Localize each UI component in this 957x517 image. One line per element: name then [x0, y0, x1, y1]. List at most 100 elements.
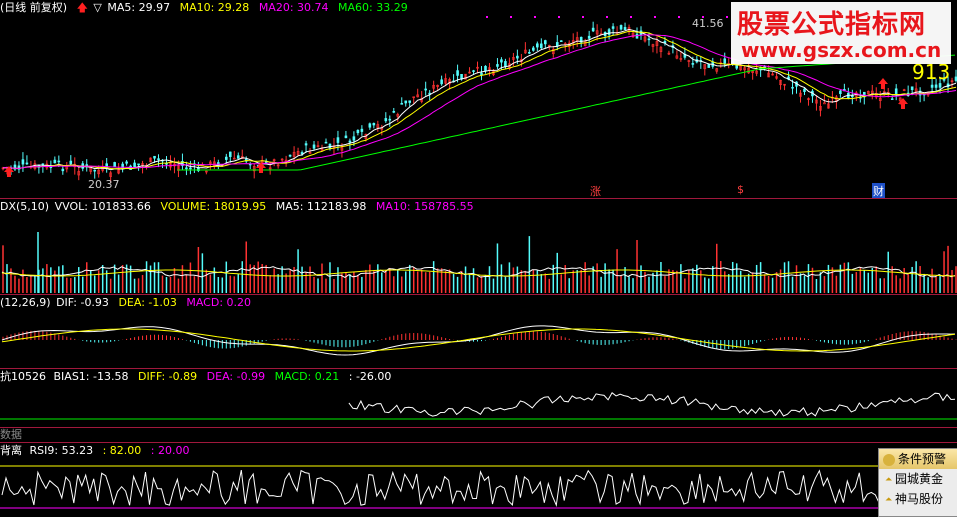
alert-item[interactable]: ⏶ 神马股份	[879, 489, 957, 509]
candle-body	[480, 72, 483, 76]
candle-body	[348, 140, 352, 143]
candle-body	[591, 27, 595, 32]
pane-separator[interactable]	[0, 294, 957, 295]
bias-line	[348, 392, 956, 417]
candle-body	[436, 84, 439, 87]
candle-body	[902, 89, 906, 91]
candle-body	[368, 123, 372, 128]
event-label-finance[interactable]: 财	[872, 183, 885, 199]
signal-dot	[534, 16, 536, 18]
candle-body	[456, 70, 459, 76]
signal-dot	[486, 16, 488, 18]
candle-body	[540, 43, 543, 49]
candle-body	[587, 35, 591, 39]
watermark-url: www.gszx.com.cn	[741, 38, 942, 62]
candle-body	[874, 92, 878, 98]
candle-body	[400, 103, 404, 105]
condition-alert-popup[interactable]: 条件预警 ⏶ 园城黄金 ⏶ 神马股份	[878, 448, 957, 517]
bias-extra-value: : -26.00	[348, 370, 392, 383]
candle-body	[595, 30, 599, 35]
candle-body	[153, 155, 156, 159]
vol-ma10-value: MA10: 158785.55	[375, 200, 474, 213]
candle-body	[376, 124, 380, 128]
candle-body	[512, 57, 515, 60]
candle-body	[93, 169, 97, 172]
buy-arrow-icon	[4, 166, 14, 177]
candle-body	[316, 145, 320, 147]
candle-body	[157, 158, 160, 161]
candle-body	[815, 99, 818, 104]
candle-body	[408, 100, 412, 103]
candle-body	[611, 26, 615, 29]
pane-separator[interactable]	[0, 427, 957, 428]
macd-header: (12,26,9) DIF: -0.93 DEA: -1.03 MACD: 0.…	[0, 295, 257, 311]
rsi9-value: RSI9: 53.23	[29, 444, 94, 457]
alert-popup-title[interactable]: 条件预警	[879, 449, 957, 469]
pane-separator[interactable]	[0, 198, 957, 199]
candle-body	[228, 151, 232, 157]
macd-dea-line	[1, 328, 956, 352]
candle-body	[819, 106, 822, 111]
candle-body	[751, 70, 754, 73]
candle-body	[536, 43, 539, 48]
candle-body	[17, 165, 21, 170]
ma5-line	[2, 28, 957, 171]
rsi-header: 背离 RSI9: 53.23 : 82.00 : 20.00	[0, 443, 195, 459]
candle-body	[344, 135, 348, 139]
ma10-value: MA10: 29.28	[179, 1, 250, 14]
candle-body	[444, 78, 447, 84]
candle-body	[942, 78, 946, 81]
alert-item[interactable]: ⏶ 园城黄金	[879, 469, 957, 489]
pane-separator[interactable]	[0, 442, 957, 443]
candle-body	[715, 68, 719, 72]
candle-body	[205, 170, 208, 173]
event-label-dollar[interactable]: $	[737, 183, 744, 196]
candle-body	[823, 102, 826, 105]
candle-body	[783, 83, 786, 86]
candle-body	[839, 90, 842, 94]
candle-body	[280, 158, 284, 161]
candle-body	[288, 154, 292, 157]
pane-separator[interactable]	[0, 368, 957, 369]
candle-body	[304, 143, 308, 146]
event-label-rise[interactable]: 涨	[590, 185, 601, 198]
candle-body	[57, 160, 61, 163]
candle-body	[320, 148, 324, 151]
candle-body	[703, 64, 707, 70]
candle-body	[655, 41, 659, 46]
candle-body	[651, 44, 655, 47]
candle-body	[516, 55, 519, 59]
up-arrow-icon[interactable]: 🡅	[76, 1, 88, 14]
rsi-line	[1, 469, 956, 508]
signal-dot	[726, 16, 728, 18]
candle-body	[890, 98, 894, 100]
candle-body	[938, 83, 942, 88]
candle-body	[791, 86, 794, 89]
candle-body	[117, 169, 120, 174]
candle-body	[137, 163, 140, 166]
candle-body	[448, 79, 451, 85]
candle-body	[296, 150, 300, 156]
candle-body	[807, 98, 810, 100]
ma60-line	[177, 54, 956, 171]
bias-diff-value: DIFF: -0.89	[137, 370, 198, 383]
candle-body	[388, 118, 392, 121]
candle-body	[121, 163, 124, 169]
period-title: (日线 前复权)	[0, 1, 68, 14]
down-triangle-icon[interactable]: ▽	[93, 1, 102, 14]
signal-dot	[510, 16, 512, 18]
candle-body	[631, 32, 635, 38]
candle-body	[476, 66, 479, 69]
signal-dot	[654, 16, 656, 18]
candle-body	[803, 88, 806, 92]
candle-body	[420, 98, 423, 102]
data-pane-label: 数据	[0, 428, 22, 441]
signal-dot	[582, 16, 584, 18]
bias-indicator-name: 抗10526	[0, 370, 46, 383]
candle-body	[755, 70, 758, 74]
high-price-label: 41.56	[692, 17, 724, 30]
candle-body	[623, 27, 627, 30]
dif-value: DIF: -0.93	[56, 296, 109, 309]
candle-body	[675, 55, 679, 59]
